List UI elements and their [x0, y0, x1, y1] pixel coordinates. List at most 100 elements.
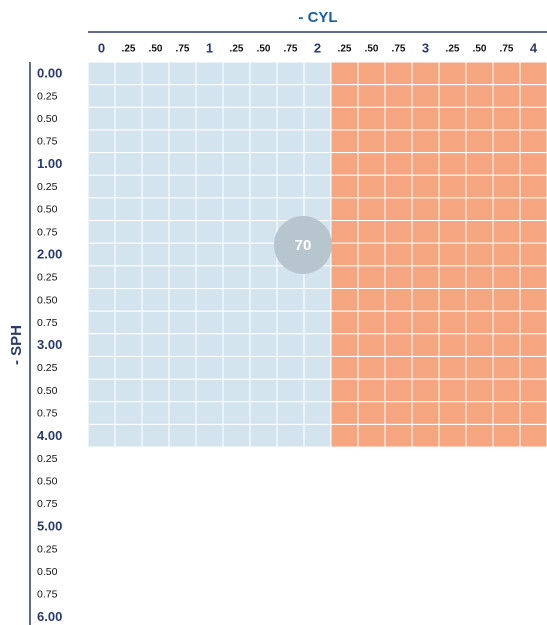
grid-cell	[492, 423, 521, 448]
labels: 0.25.50.75 1.25.50.75 2.25.50.75 3.25.50.75…	[37, 40, 538, 624]
grid-cell	[411, 310, 440, 335]
grid-cell	[357, 152, 386, 176]
cyl-label: 3	[422, 40, 429, 55]
grid-cell	[222, 333, 251, 357]
grid-cell	[87, 423, 116, 448]
grid-cell	[438, 84, 467, 108]
sph-label: 0.75	[37, 136, 58, 148]
cyl-label: .50	[473, 44, 487, 55]
grid-cell	[384, 129, 413, 154]
grid-cell	[519, 265, 547, 290]
grid-cell	[519, 401, 547, 425]
grid-cell	[249, 220, 278, 244]
grid-cell	[222, 401, 251, 425]
grid-cell	[222, 129, 251, 154]
grid-cell	[276, 333, 305, 357]
grid-cell	[114, 152, 143, 176]
grid-cell	[492, 242, 521, 267]
grid-cell	[168, 129, 197, 154]
grid-cell	[438, 61, 467, 86]
grid	[87, 61, 547, 448]
grid-cell	[384, 174, 413, 199]
grid-cell	[492, 106, 521, 131]
grid-cell	[519, 152, 547, 176]
grid-cell	[438, 378, 467, 403]
grid-cell	[195, 174, 224, 199]
grid-cell	[438, 401, 467, 425]
grid-cell	[303, 401, 332, 425]
grid-cell	[114, 355, 143, 380]
grid-cell	[276, 423, 305, 448]
grid-cell	[114, 84, 143, 108]
sph-label: 4.00	[37, 428, 62, 443]
grid-cell	[276, 129, 305, 154]
grid-cell	[492, 84, 521, 108]
grid-cell	[195, 333, 224, 357]
grid-cell	[195, 242, 224, 267]
grid-cell	[114, 220, 143, 244]
grid-cell	[411, 197, 440, 222]
grid-cell	[114, 61, 143, 86]
grid-cell	[222, 152, 251, 176]
grid-cell	[330, 129, 359, 154]
grid-cell	[249, 84, 278, 108]
cyl-label: .25	[446, 44, 460, 55]
grid-cell	[303, 106, 332, 131]
grid-cell	[384, 152, 413, 176]
sph-label: 0.75	[37, 408, 58, 420]
grid-cell	[141, 401, 170, 425]
grid-cell	[465, 401, 494, 425]
grid-cell	[303, 310, 332, 335]
grid-cell	[141, 129, 170, 154]
cyl-label: .50	[365, 44, 379, 55]
grid-cell	[384, 310, 413, 335]
grid-cell	[465, 355, 494, 380]
grid-cell	[141, 84, 170, 108]
grid-cell	[384, 242, 413, 267]
grid-cell	[141, 220, 170, 244]
grid-cell	[195, 84, 224, 108]
grid-cell	[411, 61, 440, 86]
sph-label: 0.50	[37, 475, 58, 487]
sph-label: 0.75	[37, 226, 58, 238]
grid-cell	[168, 355, 197, 380]
cyl-label: .25	[122, 44, 136, 55]
cyl-title: - CYL	[298, 9, 337, 26]
grid-cell	[168, 61, 197, 86]
grid-cell	[249, 152, 278, 176]
grid-cell	[465, 197, 494, 222]
grid-cell	[303, 333, 332, 357]
grid-cell	[87, 265, 116, 290]
grid-cell	[519, 61, 547, 86]
grid-cell	[114, 288, 143, 312]
sph-axis-label: - SPH	[8, 325, 25, 365]
grid-cell	[357, 310, 386, 335]
cyl-label: .25	[338, 44, 352, 55]
cyl-label: 4	[530, 40, 538, 55]
grid-cell	[519, 355, 547, 380]
grid-cell	[141, 310, 170, 335]
sph-label: 0.25	[37, 543, 58, 555]
sph-label: 2.00	[37, 247, 62, 262]
grid-cell	[276, 61, 305, 86]
grid-cell	[87, 333, 116, 357]
grid-cell	[438, 174, 467, 199]
grid-cell	[492, 310, 521, 335]
grid-cell	[87, 288, 116, 312]
grid-cell	[465, 129, 494, 154]
grid-cell	[141, 355, 170, 380]
grid-cell	[465, 152, 494, 176]
grid-cell	[384, 197, 413, 222]
sph-label: 0.50	[37, 566, 58, 578]
grid-cell	[114, 129, 143, 154]
grid-cell	[303, 288, 332, 312]
grid-cell	[195, 129, 224, 154]
sph-label: 0.50	[37, 385, 58, 397]
grid-cell	[276, 152, 305, 176]
grid-cell	[411, 220, 440, 244]
grid-cell	[357, 106, 386, 131]
grid-cell	[168, 197, 197, 222]
grid-cell	[222, 355, 251, 380]
grid-cell	[249, 129, 278, 154]
